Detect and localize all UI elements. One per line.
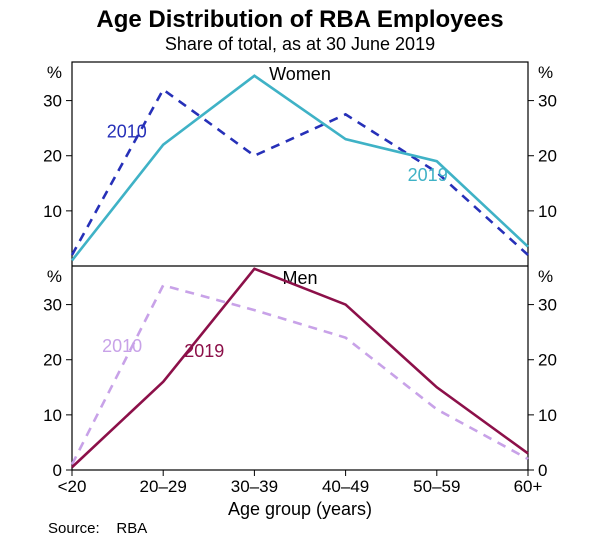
y-tick-label-left: 10 — [43, 202, 62, 221]
series-label-men-2010: 2010 — [102, 336, 142, 356]
x-tick-label: 20–29 — [140, 477, 187, 496]
y-tick-label-left: 30 — [43, 92, 62, 111]
series-label-women-2010: 2010 — [107, 122, 147, 142]
y-tick-label-left: 20 — [43, 147, 62, 166]
y-tick-label-left: 10 — [43, 406, 62, 425]
series-label-women-2019: 2019 — [408, 165, 448, 185]
chart-source: Source: RBA — [48, 520, 147, 537]
y-tick-label-right: 30 — [538, 296, 557, 315]
series-men-2010 — [72, 285, 528, 464]
panel-title-men: Men — [282, 268, 317, 288]
panel-title-women: Women — [269, 64, 331, 84]
y-unit-right: % — [538, 267, 553, 286]
y-tick-label-right: 20 — [538, 147, 557, 166]
y-tick-label-right: 20 — [538, 351, 557, 370]
y-unit-left: % — [47, 63, 62, 82]
chart-subtitle: Share of total, as at 30 June 2019 — [0, 34, 600, 55]
y-tick-label-right: 30 — [538, 92, 557, 111]
y-tick-label-right: 10 — [538, 202, 557, 221]
y-unit-right: % — [538, 63, 553, 82]
x-axis-label: Age group (years) — [228, 499, 372, 519]
x-tick-label: 40–49 — [322, 477, 369, 496]
y-tick-label-left: 0 — [53, 461, 62, 480]
series-label-men-2019: 2019 — [184, 341, 224, 361]
y-tick-label-left: 30 — [43, 296, 62, 315]
series-women-2019 — [72, 76, 528, 261]
source-label: Source: — [48, 520, 100, 537]
chart-title: Age Distribution of RBA Employees — [0, 6, 600, 34]
y-tick-label-right: 10 — [538, 406, 557, 425]
y-tick-label-right: 0 — [538, 461, 547, 480]
series-men-2019 — [72, 269, 528, 467]
x-tick-label: 30–39 — [231, 477, 278, 496]
chart-plot-area: <2020–2930–3940–4950–5960+Age group (yea… — [0, 0, 600, 543]
x-tick-label: 50–59 — [413, 477, 460, 496]
y-tick-label-left: 20 — [43, 351, 62, 370]
source-value: RBA — [116, 520, 147, 537]
y-unit-left: % — [47, 267, 62, 286]
